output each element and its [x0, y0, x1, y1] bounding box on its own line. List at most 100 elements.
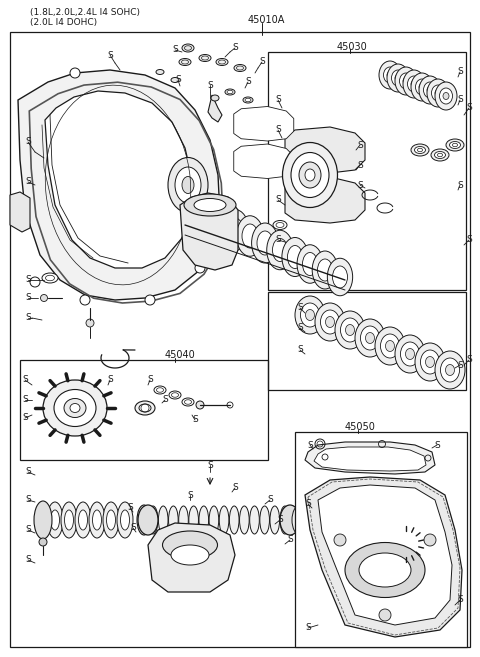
Ellipse shape	[345, 543, 425, 597]
Ellipse shape	[191, 197, 219, 239]
Ellipse shape	[283, 143, 337, 208]
Ellipse shape	[403, 78, 409, 85]
Ellipse shape	[411, 81, 417, 87]
Polygon shape	[234, 144, 294, 179]
Text: S: S	[297, 304, 303, 313]
Ellipse shape	[148, 506, 158, 534]
Ellipse shape	[179, 58, 191, 66]
Text: S: S	[22, 396, 28, 405]
Polygon shape	[305, 477, 462, 637]
Ellipse shape	[299, 162, 321, 188]
Ellipse shape	[288, 246, 302, 269]
Text: S: S	[357, 181, 363, 189]
Ellipse shape	[380, 533, 388, 549]
Ellipse shape	[304, 508, 320, 538]
Text: S: S	[275, 125, 281, 135]
Text: S: S	[275, 95, 281, 104]
Ellipse shape	[300, 303, 320, 327]
Text: S: S	[457, 181, 463, 189]
Ellipse shape	[387, 64, 409, 92]
Polygon shape	[10, 192, 30, 232]
Polygon shape	[295, 432, 467, 647]
Text: S: S	[22, 413, 28, 422]
Ellipse shape	[211, 95, 219, 101]
Ellipse shape	[257, 231, 273, 255]
Ellipse shape	[171, 545, 209, 565]
Ellipse shape	[432, 85, 444, 101]
Text: S: S	[25, 556, 31, 564]
Text: S: S	[25, 313, 31, 323]
Text: S: S	[22, 376, 28, 384]
Text: S: S	[457, 68, 463, 76]
Ellipse shape	[416, 79, 429, 95]
Ellipse shape	[344, 524, 352, 541]
Circle shape	[334, 534, 346, 546]
Text: S: S	[245, 78, 251, 87]
Ellipse shape	[158, 506, 168, 534]
Ellipse shape	[182, 398, 194, 406]
Ellipse shape	[273, 221, 287, 229]
Polygon shape	[305, 442, 435, 474]
Ellipse shape	[240, 506, 249, 534]
Ellipse shape	[103, 502, 119, 538]
Text: S: S	[457, 95, 463, 104]
Text: 45040: 45040	[165, 350, 196, 360]
Text: (1.8L,2.0L,2.4L I4 SOHC): (1.8L,2.0L,2.4L I4 SOHC)	[30, 7, 140, 16]
Text: S: S	[232, 43, 238, 53]
Ellipse shape	[393, 524, 419, 564]
Ellipse shape	[315, 303, 345, 341]
Circle shape	[80, 295, 90, 305]
Ellipse shape	[333, 266, 348, 288]
Ellipse shape	[89, 502, 105, 538]
Circle shape	[70, 68, 80, 78]
Ellipse shape	[242, 224, 258, 248]
Ellipse shape	[419, 83, 425, 91]
Ellipse shape	[327, 258, 353, 296]
Ellipse shape	[93, 510, 101, 530]
Ellipse shape	[168, 506, 178, 534]
Text: S: S	[207, 461, 213, 470]
Text: S: S	[187, 491, 193, 499]
Ellipse shape	[206, 203, 234, 245]
Ellipse shape	[171, 78, 179, 83]
Ellipse shape	[184, 194, 236, 216]
Ellipse shape	[325, 317, 335, 327]
Ellipse shape	[440, 88, 453, 104]
Ellipse shape	[406, 348, 415, 359]
Ellipse shape	[297, 245, 323, 283]
Text: S: S	[175, 76, 181, 85]
Ellipse shape	[212, 212, 228, 236]
Ellipse shape	[280, 505, 300, 535]
Text: S: S	[259, 58, 265, 66]
Ellipse shape	[139, 404, 151, 412]
Text: S: S	[466, 235, 472, 244]
Ellipse shape	[427, 87, 433, 93]
Ellipse shape	[168, 158, 208, 212]
Text: S: S	[466, 104, 472, 112]
Ellipse shape	[75, 502, 91, 538]
Text: 45010A: 45010A	[248, 15, 286, 25]
Text: S: S	[162, 396, 168, 405]
Text: S: S	[192, 415, 198, 424]
Ellipse shape	[219, 506, 229, 534]
Ellipse shape	[434, 152, 445, 158]
Ellipse shape	[415, 343, 445, 381]
Ellipse shape	[64, 510, 73, 530]
Ellipse shape	[379, 61, 401, 89]
Ellipse shape	[368, 530, 376, 547]
Ellipse shape	[408, 76, 420, 92]
Ellipse shape	[305, 169, 315, 181]
Circle shape	[196, 401, 204, 409]
Circle shape	[424, 534, 436, 546]
Text: S: S	[107, 376, 113, 384]
Ellipse shape	[291, 152, 329, 198]
Text: S: S	[25, 468, 31, 476]
Ellipse shape	[47, 502, 63, 538]
Polygon shape	[285, 127, 365, 173]
Ellipse shape	[423, 82, 436, 98]
Circle shape	[210, 215, 220, 225]
Polygon shape	[18, 70, 220, 300]
Ellipse shape	[340, 318, 360, 342]
Ellipse shape	[280, 506, 290, 534]
Ellipse shape	[234, 64, 246, 72]
